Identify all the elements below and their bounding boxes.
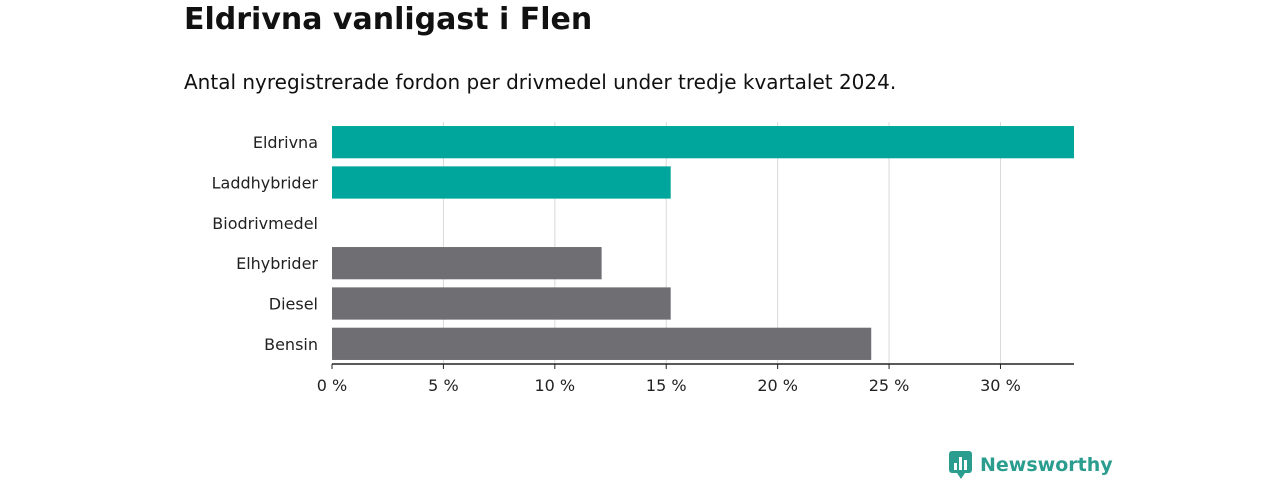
category-label-5: Bensin <box>264 335 318 354</box>
x-tick-label-6: 30 % <box>980 376 1021 395</box>
bar-1 <box>332 166 671 199</box>
x-tick-label-0: 0 % <box>317 376 347 395</box>
brand-logo: Newsworthy <box>948 450 1113 480</box>
newsworthy-logo-icon <box>949 451 972 479</box>
category-label-0: Eldrivna <box>253 133 318 152</box>
category-label-2: Biodrivmedel <box>212 214 318 233</box>
x-tick-label-3: 15 % <box>646 376 687 395</box>
category-label-1: Laddhybrider <box>212 174 319 193</box>
chart-title: Eldrivna vanligast i Flen <box>184 2 593 37</box>
x-tick-label-1: 5 % <box>428 376 458 395</box>
chart-subtitle: Antal nyregistrerade fordon per drivmede… <box>184 70 897 94</box>
category-label-3: Elhybrider <box>236 254 318 273</box>
x-tick-label-4: 20 % <box>757 376 798 395</box>
x-tick-label-5: 25 % <box>869 376 910 395</box>
bar-3 <box>332 247 602 280</box>
bar-5 <box>332 327 872 360</box>
category-label-4: Diesel <box>269 295 318 314</box>
bar-0 <box>332 126 1074 159</box>
bar-4 <box>332 287 671 320</box>
brand-name: Newsworthy <box>980 454 1113 476</box>
x-tick-label-2: 10 % <box>534 376 575 395</box>
